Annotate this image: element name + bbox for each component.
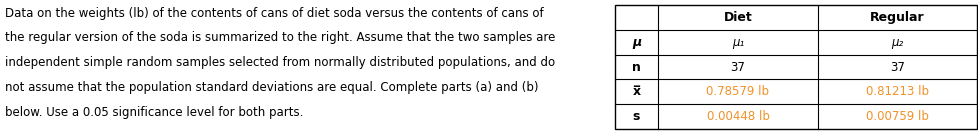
Text: μ₁: μ₁: [732, 36, 743, 49]
Text: 0.78579 lb: 0.78579 lb: [706, 85, 769, 98]
Text: Data on the weights (lb) of the contents of cans of diet soda versus the content: Data on the weights (lb) of the contents…: [5, 7, 543, 20]
Text: 0.00448 lb: 0.00448 lb: [706, 110, 769, 123]
Text: n: n: [632, 60, 641, 74]
Text: μ: μ: [631, 36, 641, 49]
Text: μ₂: μ₂: [890, 36, 903, 49]
Text: the regular version of the soda is summarized to the right. Assume that the two : the regular version of the soda is summa…: [5, 31, 555, 44]
Text: 0.00759 lb: 0.00759 lb: [865, 110, 928, 123]
Text: 37: 37: [730, 60, 744, 74]
Text: 0.81213 lb: 0.81213 lb: [865, 85, 928, 98]
Text: Diet: Diet: [723, 11, 751, 24]
Text: 37: 37: [889, 60, 904, 74]
Text: not assume that the population standard deviations are equal. Complete parts (a): not assume that the population standard …: [5, 81, 538, 94]
Text: below. Use a 0.05 significance level for both parts.: below. Use a 0.05 significance level for…: [5, 106, 303, 119]
Text: x̅: x̅: [632, 85, 640, 98]
Bar: [614, 5, 976, 129]
Text: Regular: Regular: [869, 11, 923, 24]
Text: independent simple random samples selected from normally distributed populations: independent simple random samples select…: [5, 56, 555, 69]
Text: s: s: [632, 110, 640, 123]
